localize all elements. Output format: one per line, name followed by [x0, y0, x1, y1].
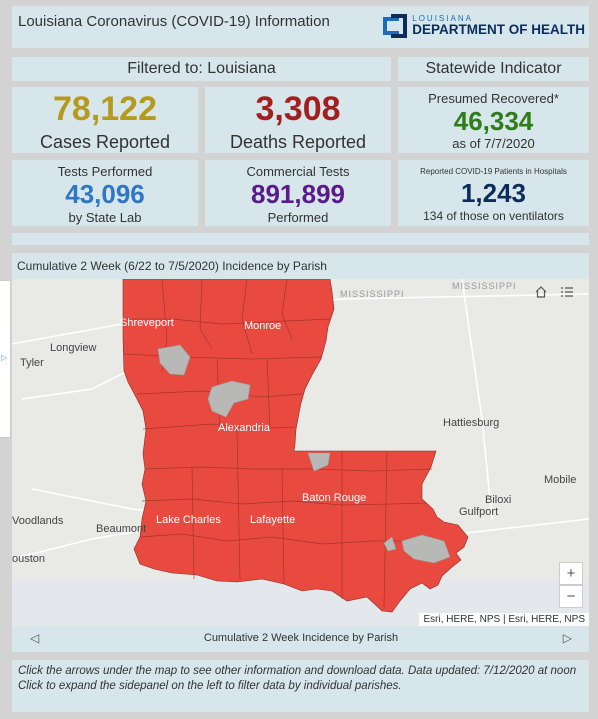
- map-label-gulfport: Gulfport: [459, 506, 498, 518]
- sidepanel-toggle[interactable]: ▷: [0, 280, 11, 438]
- zoom-out-button[interactable]: −: [559, 585, 583, 608]
- deaths-card: 3,308 Deaths Reported: [205, 87, 391, 153]
- map-label-beaumont: Beaumont: [96, 523, 146, 535]
- map-label-lake-charles: Lake Charles: [156, 514, 221, 526]
- map-label-longview: Longview: [50, 342, 97, 354]
- map-nav-bar: ◁ Cumulative 2 Week Incidence by Parish …: [20, 626, 582, 650]
- map-attribution: Esri, HERE, NPS | Esri, HERE, NPS: [419, 613, 589, 626]
- spacer-bar: [12, 233, 589, 245]
- no-data-parishes: [157, 344, 451, 564]
- cases-card: 78,122 Cases Reported: [12, 87, 198, 153]
- commercial-title: Commercial Tests: [246, 164, 350, 179]
- footer-line-2: Click to expand the sidepanel on the lef…: [18, 680, 402, 692]
- map-label-hattiesburg: Hattiesburg: [443, 417, 499, 429]
- map-label-tyler: Tyler: [20, 357, 44, 369]
- commercial-sub: Performed: [267, 210, 329, 225]
- tests-sub: by State Lab: [68, 210, 142, 225]
- statewide-label: Statewide Indicator: [398, 57, 589, 81]
- map-label-mobile: Mobile: [544, 474, 576, 486]
- footer-note: Click the arrows under the map to see ot…: [12, 660, 589, 712]
- footer-line-1: Click the arrows under the map to see ot…: [18, 665, 577, 677]
- map-label-baton-rouge: Baton Rouge: [302, 492, 366, 504]
- map-label-alexandria: Alexandria: [218, 422, 271, 434]
- next-arrow-button[interactable]: ▷: [562, 631, 572, 645]
- hospital-title: Reported COVID-19 Patients in Hospitals: [420, 167, 567, 176]
- commercial-value: 891,899: [251, 179, 345, 209]
- ldh-logo: LOUISIANA DEPARTMENT OF HEALTH: [383, 14, 585, 38]
- tests-value: 43,096: [65, 179, 145, 209]
- map-label-shreveport: Shreveport: [120, 317, 174, 329]
- louisiana-parishes[interactable]: [122, 279, 469, 613]
- map-label-woodlands: Voodlands: [12, 515, 64, 527]
- cases-value: 78,122: [53, 90, 157, 128]
- commercial-card: Commercial Tests 891,899 Performed: [205, 160, 391, 226]
- recovered-date: as of 7/7/2020: [452, 136, 535, 151]
- hospital-value: 1,243: [460, 178, 527, 208]
- map-title: Cumulative 2 Week (6/22 to 7/5/2020) Inc…: [17, 259, 327, 273]
- map-label-mississippi-state: MISSISSIPPI: [340, 289, 405, 299]
- legend-list-icon[interactable]: [556, 285, 578, 307]
- header-panel: Louisiana Coronavirus (COVID-19) Informa…: [12, 6, 589, 48]
- logo-main-text: DEPARTMENT OF HEALTH: [412, 22, 585, 38]
- map-panel: Cumulative 2 Week (6/22 to 7/5/2020) Inc…: [12, 253, 589, 652]
- recovered-card: Presumed Recovered* 46,334 as of 7/7/202…: [398, 87, 589, 153]
- logo-top-text: LOUISIANA: [412, 14, 473, 24]
- deaths-value: 3,308: [255, 90, 341, 128]
- filter-label: Filtered to: Louisiana: [12, 57, 391, 81]
- parish-map[interactable]: Tyler Longview Shreveport Monroe MISSISS…: [12, 279, 589, 626]
- cases-label: Cases Reported: [39, 132, 171, 152]
- sidepanel-arrow-icon: ▷: [1, 353, 8, 362]
- home-icon[interactable]: [530, 285, 552, 307]
- map-label-monroe: Monroe: [244, 320, 281, 332]
- hospital-sub: 134 of those on ventilators: [423, 209, 564, 223]
- tests-card: Tests Performed 43,096 by State Lab: [12, 160, 198, 226]
- page-title: Louisiana Coronavirus (COVID-19) Informa…: [18, 13, 330, 30]
- recovered-value: 46,334: [453, 106, 534, 136]
- map-label-lafayette: Lafayette: [250, 514, 295, 526]
- map-label-biloxi: Biloxi: [485, 494, 511, 506]
- zoom-in-button[interactable]: +: [559, 562, 583, 585]
- map-label-houston: ouston: [12, 553, 45, 565]
- map-svg: Tyler Longview Shreveport Monroe MISSISS…: [12, 279, 589, 626]
- recovered-title: Presumed Recovered*: [428, 91, 559, 106]
- tests-title: Tests Performed: [57, 164, 153, 179]
- deaths-label: Deaths Reported: [229, 132, 367, 152]
- prev-arrow-button[interactable]: ◁: [30, 631, 40, 645]
- map-nav-label: Cumulative 2 Week Incidence by Parish: [203, 632, 399, 644]
- map-label-mississippi-river: MISSISSIPPI: [452, 281, 517, 291]
- hospital-card: Reported COVID-19 Patients in Hospitals …: [398, 160, 589, 226]
- ldh-logo-icon: [383, 14, 408, 38]
